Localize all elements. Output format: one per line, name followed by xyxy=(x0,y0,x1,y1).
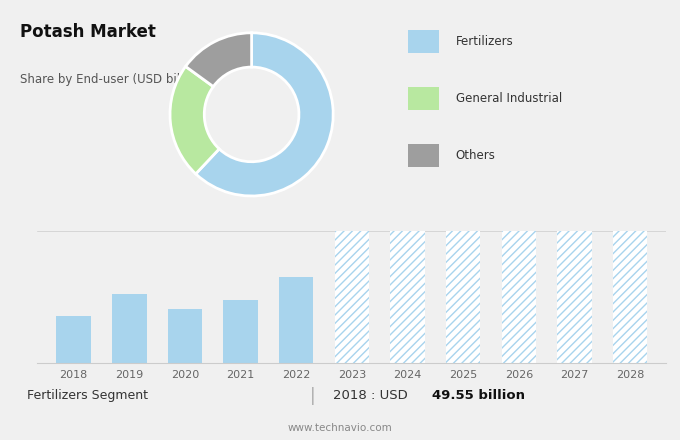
Text: Fertilizers Segment: Fertilizers Segment xyxy=(27,389,148,402)
Text: Potash Market: Potash Market xyxy=(20,23,156,41)
FancyBboxPatch shape xyxy=(408,87,439,110)
Bar xyxy=(446,231,481,363)
Bar xyxy=(390,231,425,363)
Bar xyxy=(279,277,313,363)
Wedge shape xyxy=(186,33,252,87)
Text: Share by End-user (USD billion): Share by End-user (USD billion) xyxy=(20,73,207,86)
Bar xyxy=(613,231,647,363)
Bar xyxy=(168,309,202,363)
Bar xyxy=(335,231,369,363)
Bar xyxy=(56,316,91,363)
Bar xyxy=(446,231,481,363)
Text: General Industrial: General Industrial xyxy=(456,92,562,105)
Text: |: | xyxy=(310,387,316,405)
Bar xyxy=(223,300,258,363)
Bar xyxy=(558,231,592,363)
Bar xyxy=(390,231,425,363)
Text: Fertilizers: Fertilizers xyxy=(456,35,513,48)
Wedge shape xyxy=(196,33,333,196)
Bar xyxy=(502,231,536,363)
Bar xyxy=(502,231,536,363)
Text: 49.55 billion: 49.55 billion xyxy=(432,389,525,402)
Bar xyxy=(558,231,592,363)
Text: 2018 : USD: 2018 : USD xyxy=(333,389,412,402)
Text: www.technavio.com: www.technavio.com xyxy=(288,423,392,433)
Wedge shape xyxy=(170,66,219,174)
FancyBboxPatch shape xyxy=(408,144,439,167)
FancyBboxPatch shape xyxy=(408,30,439,53)
Bar xyxy=(335,231,369,363)
Bar xyxy=(112,294,146,363)
Bar xyxy=(613,231,647,363)
Text: Others: Others xyxy=(456,149,496,162)
